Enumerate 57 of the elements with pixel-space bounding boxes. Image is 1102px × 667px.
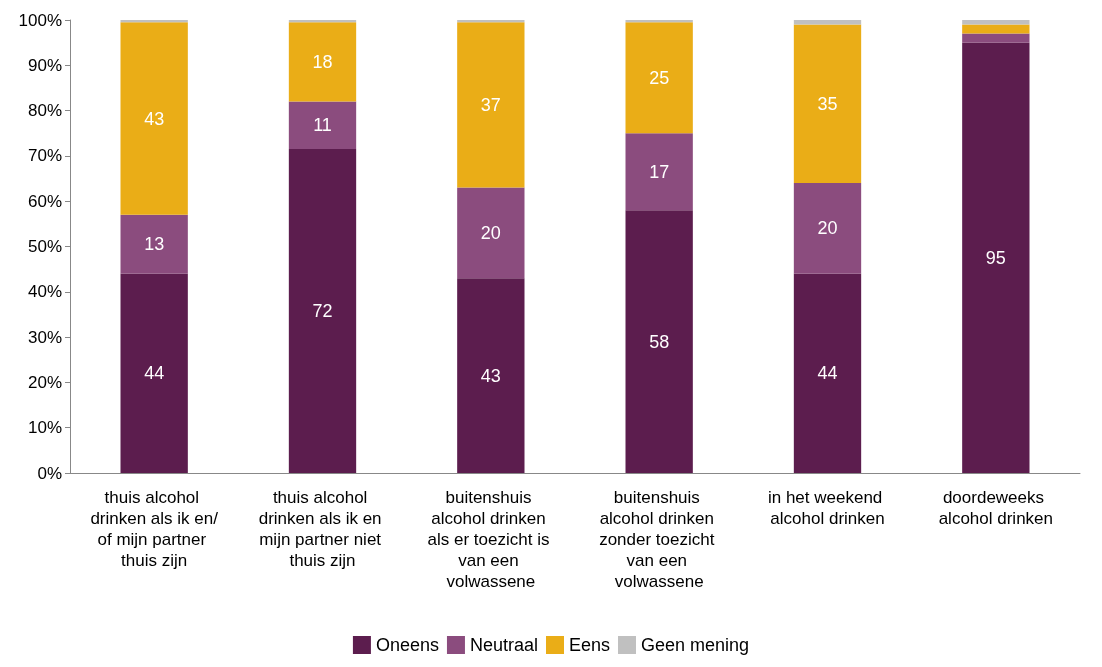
bar xyxy=(288,22,357,102)
y-tick-label: 100% xyxy=(18,10,62,30)
data-label: 17 xyxy=(649,161,670,182)
data-label: 44 xyxy=(144,363,165,384)
y-tick-label: 20% xyxy=(27,372,62,392)
data-label: 25 xyxy=(649,67,670,88)
data-label: 43 xyxy=(480,365,501,386)
data-label: 20 xyxy=(817,218,838,239)
x-tick-label: thuis alcohol drinken als ik en mijn partner niet thuis zijn xyxy=(258,488,387,570)
bar xyxy=(625,22,693,134)
y-tick-label: 70% xyxy=(27,146,62,166)
y-tick-label: 40% xyxy=(27,282,62,302)
legend-label: Oneens xyxy=(375,635,439,655)
x-tick-label: doordeweeks alcohol drinken xyxy=(938,488,1054,528)
bar xyxy=(625,133,693,211)
bar xyxy=(120,214,188,274)
bar xyxy=(120,273,188,473)
bar xyxy=(457,187,525,279)
legend-label: Eens xyxy=(568,635,611,655)
data-label: 72 xyxy=(312,301,333,322)
x-tick-label: buitenshuis alcohol drinken zonder toezicht van een volwassene xyxy=(599,488,720,591)
y-tick-label: 80% xyxy=(27,101,62,121)
bar xyxy=(962,24,1030,34)
y-tick-label: 50% xyxy=(27,237,62,256)
bar xyxy=(793,24,862,184)
legend-label: Geen mening xyxy=(641,635,750,655)
data-label: 13 xyxy=(144,234,165,255)
data-label: 43 xyxy=(144,108,165,129)
y-tick-label: 90% xyxy=(27,55,62,75)
y-tick-label: 10% xyxy=(27,418,62,438)
bar xyxy=(962,33,1030,43)
data-label: 18 xyxy=(312,51,333,72)
x-tick-label: buitenshuis alcohol drinken als er toezicht is van een volwassene xyxy=(427,488,555,591)
bar xyxy=(793,20,862,25)
data-label: 58 xyxy=(649,331,670,352)
y-tick-label: 0% xyxy=(37,463,62,483)
data-label: 37 xyxy=(480,94,501,115)
data-label: 95 xyxy=(985,247,1006,268)
bar xyxy=(962,20,1030,25)
bar xyxy=(457,278,525,473)
data-label: 11 xyxy=(313,115,332,136)
bar xyxy=(793,273,862,473)
y-tick-label: 30% xyxy=(27,327,62,347)
data-label: 44 xyxy=(817,363,838,384)
bar xyxy=(962,42,1030,473)
bar xyxy=(793,183,862,274)
data-label: 35 xyxy=(817,93,838,114)
legend-label: Neutraal xyxy=(469,635,538,655)
bar xyxy=(120,22,188,215)
bar xyxy=(288,101,357,150)
x-tick-label: in het weekend alcohol drinken xyxy=(767,488,888,528)
bar xyxy=(288,149,357,473)
data-label: 20 xyxy=(480,222,501,243)
bar xyxy=(625,210,693,473)
bar xyxy=(457,22,525,188)
x-tick-label: thuis alcohol drinken als ik en/of mijn partner thuis zijn xyxy=(90,488,219,570)
y-tick-label: 60% xyxy=(27,191,62,211)
